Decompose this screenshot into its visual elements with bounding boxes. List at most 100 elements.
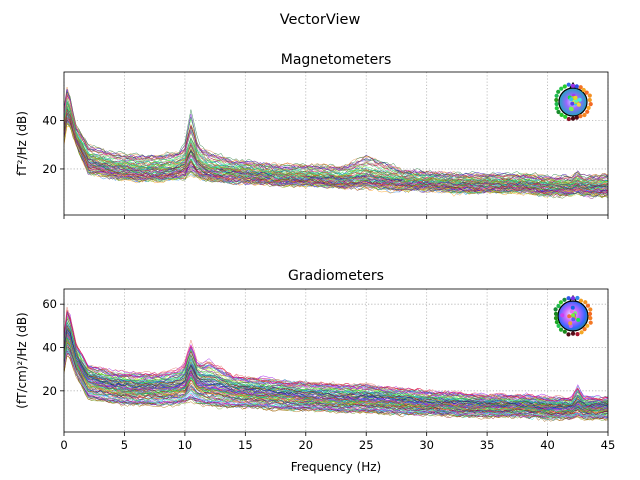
gradiometers-sensor-dot <box>578 298 584 303</box>
magnetometers-psd-trace <box>64 100 608 186</box>
gradiometers-sensor-dot <box>556 323 561 328</box>
gradiometers-sensor-dot <box>553 311 559 316</box>
magnetometers-sensor-dot <box>570 116 576 121</box>
magnetometers-psd-trace <box>64 94 608 183</box>
magnetometers-psd-trace <box>64 122 608 198</box>
magnetometers-sensor-dot <box>577 97 582 102</box>
magnetometers-sensor-dot <box>554 106 559 111</box>
gradiometers-xtick-label: 10 <box>178 438 193 452</box>
magnetometers-sensor-dot <box>566 82 571 87</box>
magnetometers-sensor-dot <box>566 116 571 122</box>
magnetometers-sensor-dot <box>587 93 592 98</box>
gradiometers-sensor-dot <box>587 311 593 316</box>
magnetometers-sensor-dot <box>556 109 561 115</box>
gradiometers-sensor-dot <box>582 327 587 332</box>
gradiometers-sensor-dot <box>569 309 574 314</box>
gradiometers-sensor-dot <box>566 296 571 301</box>
gradiometers-title: Gradiometers <box>288 268 384 284</box>
magnetometers-psd-trace <box>64 101 608 187</box>
gradiometers-sensor-dot <box>588 320 593 325</box>
magnetometers-psd-trace <box>64 92 608 181</box>
gradiometers-sensor-dot <box>575 332 580 337</box>
magnetometers-sensor-dot <box>554 101 559 107</box>
gradiometers-xlabel: Frequency (Hz) <box>291 460 382 474</box>
gradiometers-sensor-map-inset <box>553 294 593 337</box>
gradiometers-psd-trace <box>64 331 608 411</box>
magnetometers-sensor-dot <box>574 84 579 89</box>
gradiometers-psd-trace <box>64 324 608 406</box>
magnetometers-psd-trace <box>64 122 608 196</box>
gradiometers-sensor-dot <box>579 330 584 335</box>
magnetometers-ytick-label: 40 <box>42 113 57 127</box>
gradiometers-xtick-label: 20 <box>298 438 313 452</box>
magnetometers-sensor-dot <box>582 112 587 118</box>
gradiometers-sensor-dot <box>576 317 581 322</box>
gradiometers-sensor-dot <box>583 300 588 305</box>
gradiometers-sensor-dot <box>567 314 572 319</box>
magnetometers-sensor-dot <box>588 102 593 107</box>
gradiometers-sensor-dot <box>570 305 575 310</box>
magnetometers-sensor-dot <box>554 93 559 98</box>
magnetometers-sensor-map-inset <box>554 81 593 122</box>
magnetometers-sensor-dot <box>559 112 564 117</box>
magnetometers-psd-trace <box>64 102 608 186</box>
gradiometers-axes-frame <box>63 288 609 433</box>
gradiometers-psd-trace <box>64 307 608 400</box>
magnetometers-sensor-dot <box>578 85 583 90</box>
gradiometers-sensor-dot <box>588 316 593 321</box>
gradiometers-sensor-dot <box>588 307 593 312</box>
gradiometers-psd-trace <box>64 312 608 401</box>
gradiometers-psd-trace <box>64 343 608 416</box>
gradiometers-sensor-dot <box>566 332 571 337</box>
gradiometers-psd-trace <box>64 344 608 416</box>
gradiometers-psd-trace <box>64 317 608 404</box>
gradiometers-xtick-label: 30 <box>419 438 434 452</box>
gradiometers-xtick-label: 25 <box>359 438 374 452</box>
gradiometers-sensor-dot <box>562 329 567 334</box>
gradiometers-psd-trace <box>64 355 608 421</box>
magnetometers-sensor-dot <box>574 115 579 120</box>
magnetometers-axes-frame <box>63 71 609 216</box>
magnetometers-psd-trace <box>64 93 608 181</box>
gradiometers-xtick-label: 35 <box>480 438 495 452</box>
magnetometers-sensor-dot <box>563 114 568 119</box>
magnetometers-sensor-dot <box>556 89 561 94</box>
gradiometers-psd-trace <box>64 312 608 403</box>
gradiometers-psd-trace <box>64 325 608 406</box>
magnetometers-psd-trace <box>64 86 608 180</box>
magnetometers-title: Magnetometers <box>281 52 392 68</box>
magnetometers-sensor-dot <box>581 87 586 93</box>
gradiometers-ytick-label: 60 <box>42 297 57 311</box>
gradiometers-sensor-dot <box>556 303 561 309</box>
magnetometers-psd-trace <box>64 116 608 195</box>
magnetometers-ylabel: fT²/Hz (dB) <box>15 111 29 176</box>
magnetometers-sensor-dot <box>578 114 583 119</box>
gradiometers-xtick-label: 5 <box>121 438 128 452</box>
gradiometers-sensor-dot <box>562 297 567 302</box>
magnetometers-sensor-dot <box>576 102 581 107</box>
magnetometers-sensor-dot <box>554 97 559 103</box>
magnetometers-psd-trace <box>64 112 608 194</box>
magnetometers-sensor-dot <box>562 84 567 89</box>
gradiometers-ylabel: (fT/cm)²/Hz (dB) <box>15 312 29 408</box>
gradiometers-sensor-dot <box>568 321 573 326</box>
magnetometers-psd-trace <box>64 112 608 190</box>
gradiometers-sensor-dot <box>571 313 576 318</box>
gradiometers-psd-trace <box>64 322 608 406</box>
gradiometers-ytick-label: 20 <box>42 384 57 398</box>
gradiometers-sensor-dot <box>553 316 559 321</box>
gradiometers-xtick-label: 40 <box>540 438 555 452</box>
magnetometers-sensor-dot <box>584 90 589 95</box>
gradiometers-sensor-dot <box>558 300 563 305</box>
gradiometers-sensor-dot <box>554 320 559 325</box>
magnetometers-sensor-dot <box>586 105 591 110</box>
gradiometers-sensor-dot <box>560 313 565 318</box>
gradiometers-psd-trace <box>64 324 608 407</box>
gradiometers-sensor-dot <box>570 331 576 336</box>
magnetometers-sensor-dot <box>570 83 576 88</box>
gradiometers-psd-trace <box>64 344 608 416</box>
magnetometers-sensor-dot <box>559 86 564 91</box>
gradiometers-xtick-label: 15 <box>238 438 253 452</box>
